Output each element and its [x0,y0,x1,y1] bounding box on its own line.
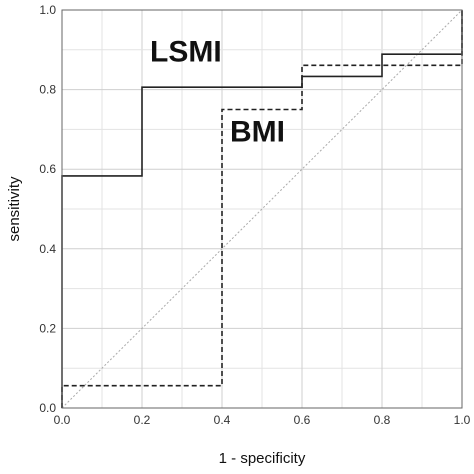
x-tick-label: 0.0 [54,413,71,427]
y-tick-label: 0.6 [39,162,56,176]
y-tick-label: 0.4 [39,242,56,256]
x-tick-labels: 0.0 0.2 0.4 0.6 0.8 1.0 [54,413,471,427]
series-annotations: LSMI BMI [150,36,285,149]
y-tick-labels: 0.0 0.2 0.4 0.6 0.8 1.0 [39,3,56,415]
plot-frame [61,9,463,409]
series-lsmi-line [61,10,463,408]
x-tick-label: 0.6 [294,413,311,427]
series-layer [61,10,463,408]
series-label-bmi: BMI [230,115,285,148]
x-tick-label: 0.8 [374,413,391,427]
y-tick-label: 1.0 [39,3,56,17]
series-bmi-line [61,10,463,408]
grid [62,10,462,408]
y-tick-label: 0.0 [39,401,56,415]
y-axis-title: sensitivity [6,176,23,242]
x-tick-label: 0.2 [134,413,151,427]
y-tick-label: 0.2 [39,321,56,335]
x-tick-label: 1.0 [454,413,471,427]
x-tick-label: 0.4 [214,413,231,427]
x-axis-title: 1 - specificity [219,450,306,467]
series-label-lsmi: LSMI [150,36,222,69]
y-tick-label: 0.8 [39,83,56,97]
